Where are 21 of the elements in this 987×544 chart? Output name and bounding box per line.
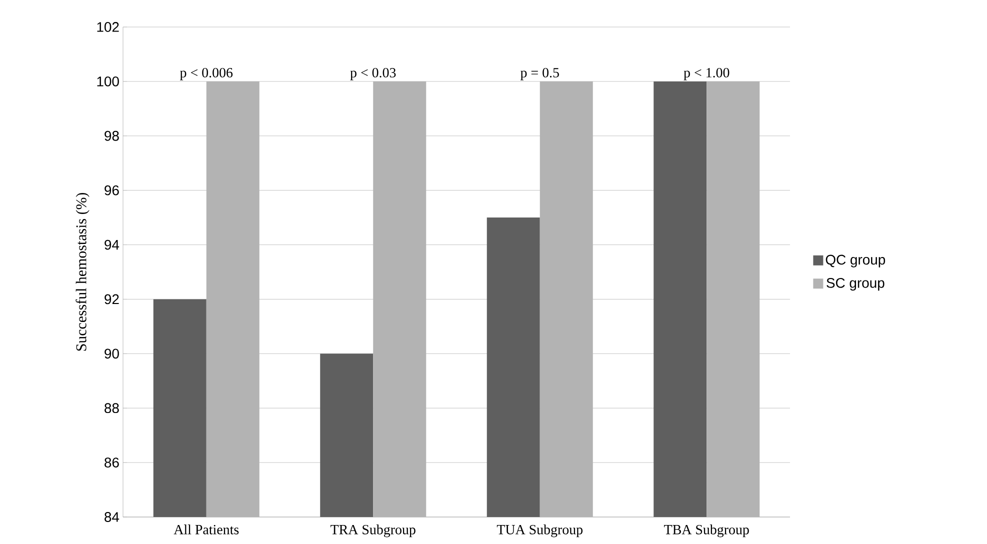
annotation: p < 0.03 (350, 68, 396, 80)
legend-label: SC group (826, 278, 884, 291)
x-tick-label: TUA Subgroup (496, 524, 583, 538)
y-tick-label: 92 (104, 294, 119, 304)
y-tick-label: 102 (97, 22, 119, 32)
y-tick-label: 96 (104, 185, 119, 196)
y-axis-title: Successful hemostasis (%) (76, 192, 90, 351)
y-tick-label: 86 (104, 458, 119, 468)
annotation: p < 0.006 (180, 68, 233, 80)
annotation: p = 0.5 (520, 68, 559, 80)
y-tick-label: 100 (97, 76, 119, 86)
x-tick-label: TBA Subgroup (664, 524, 749, 538)
y-tick-label: 90 (104, 348, 119, 359)
annotation: p < 1.00 (684, 68, 730, 80)
y-tick-label: 84 (104, 512, 120, 522)
x-tick-label: All Patients (174, 524, 239, 534)
legend-label: QC group (826, 254, 886, 268)
x-tick-label: TRA Subgroup (330, 524, 416, 538)
y-tick-label: 88 (104, 403, 119, 414)
y-tick-label: 98 (104, 130, 119, 141)
y-tick-label: 94 (104, 240, 120, 250)
